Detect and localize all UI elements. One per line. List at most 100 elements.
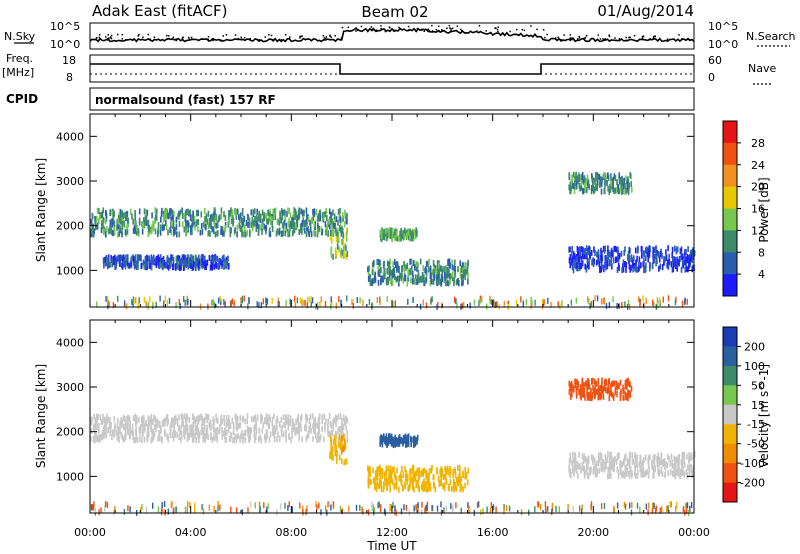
scatter-cell — [180, 437, 182, 444]
velocity-colorbar-label: Velocity [m s^-1] — [757, 364, 771, 468]
scatter-cell — [214, 231, 217, 238]
scatter-cell — [609, 183, 611, 190]
scatter-cell — [160, 224, 162, 231]
scatter-cell — [551, 509, 553, 515]
scatter-cell — [688, 457, 690, 464]
scatter-cell — [415, 227, 417, 234]
scatter-cell — [338, 426, 341, 433]
scatter-cell — [414, 260, 416, 267]
scatter-cell — [285, 222, 287, 229]
scatter-cell — [193, 215, 196, 222]
scatter-cell — [110, 255, 112, 262]
scatter-cell — [686, 502, 689, 509]
scatter-cell — [587, 262, 589, 269]
scatter-cell — [386, 485, 388, 492]
scatter-cell — [569, 393, 572, 400]
scatter-cell — [176, 431, 178, 438]
scatter-cell — [613, 188, 615, 195]
colorbar-tick-label: 100 — [744, 360, 765, 373]
scatter-cell — [574, 380, 577, 387]
scatter-cell — [643, 457, 645, 464]
scatter-cell — [660, 453, 663, 460]
scatter-cell — [375, 486, 378, 493]
scatter-cell — [397, 439, 399, 446]
scatter-cell — [156, 208, 158, 215]
scatter-cell — [284, 414, 287, 421]
scatter-cell — [197, 258, 199, 265]
scatter-cell — [213, 426, 215, 433]
scatter-cell — [410, 467, 412, 474]
scatter-cell — [450, 485, 453, 492]
scatter-cell — [265, 297, 267, 304]
scatter-cell — [597, 383, 600, 390]
scatter-cell — [383, 508, 386, 515]
scatter-cell — [467, 502, 469, 509]
scatter-cell — [618, 188, 621, 195]
scatter-cell — [377, 466, 379, 473]
scatter-cell — [213, 211, 215, 218]
scatter-cell — [168, 297, 171, 304]
scatter-cell — [307, 215, 310, 222]
scatter-cell — [686, 298, 688, 305]
scatter-cell — [643, 471, 646, 478]
scatter-cell — [304, 219, 306, 226]
scatter-cell — [574, 452, 576, 459]
scatter-cell — [310, 231, 313, 238]
scatter-cell — [615, 383, 618, 390]
scatter-cell — [458, 476, 460, 483]
scatter-cell — [612, 257, 615, 264]
scatter-cell — [204, 223, 207, 230]
scatter-cell — [651, 459, 654, 466]
scatter-cell — [677, 259, 679, 266]
scatter-cell — [109, 423, 111, 430]
nsky-point — [478, 25, 481, 27]
scatter-cell — [622, 259, 625, 266]
scatter-cell — [515, 299, 518, 306]
scatter-cell — [146, 436, 149, 443]
scatter-cell — [585, 458, 588, 465]
scatter-cell — [172, 435, 175, 442]
scatter-cell — [284, 212, 286, 219]
scatter-cell — [422, 276, 424, 283]
scatter-cell — [165, 213, 167, 220]
scatter-cell — [674, 245, 676, 252]
scatter-cell — [540, 504, 542, 511]
nsky-point — [212, 39, 214, 42]
scatter-cell — [112, 230, 114, 237]
scatter-cell — [478, 300, 480, 306]
scatter-cell — [599, 181, 601, 188]
nave-label: Nave — [748, 62, 776, 75]
scatter-cell — [112, 212, 115, 219]
scatter-cell — [339, 443, 342, 450]
scatter-cell — [317, 301, 319, 308]
scatter-cell — [255, 221, 257, 227]
scatter-cell — [415, 482, 417, 489]
scatter-cell — [169, 257, 171, 264]
scatter-cell — [109, 417, 111, 424]
scatter-cell — [601, 464, 603, 471]
nsky-point — [449, 27, 451, 29]
scatter-cell — [621, 302, 623, 308]
scatter-cell — [414, 274, 417, 281]
scatter-cell — [236, 231, 238, 238]
scatter-cell — [392, 501, 394, 508]
scatter-cell — [192, 210, 194, 217]
scatter-cell — [166, 300, 168, 306]
scatter-cell — [154, 228, 157, 235]
scatter-cell — [318, 417, 321, 424]
scatter-cell — [382, 262, 385, 269]
scatter-cell — [645, 503, 648, 510]
scatter-cell — [640, 468, 642, 475]
scatter-cell — [346, 295, 348, 302]
nsky-point — [560, 39, 562, 41]
scatter-cell — [629, 381, 631, 388]
scatter-cell — [140, 417, 143, 424]
nsky-point — [459, 28, 462, 31]
scatter-cell — [182, 212, 184, 219]
scatter-cell — [206, 218, 208, 225]
scatter-cell — [172, 214, 174, 221]
scatter-cell — [94, 215, 96, 222]
scatter-cell — [341, 421, 343, 428]
scatter-cell — [289, 221, 291, 228]
scatter-cell — [179, 209, 182, 216]
